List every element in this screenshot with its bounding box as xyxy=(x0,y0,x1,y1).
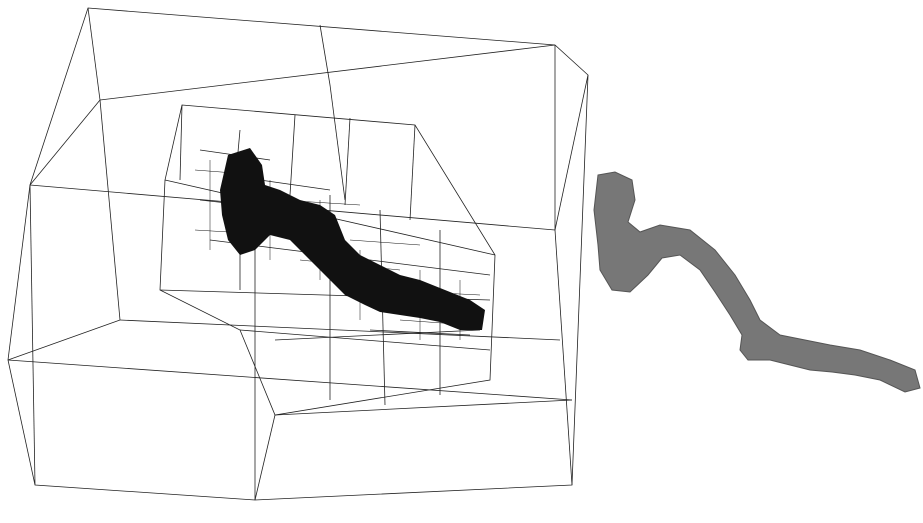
outer-cell xyxy=(7,7,589,501)
octree-wireframe xyxy=(7,7,589,501)
surface-mesh xyxy=(593,171,921,393)
point-cloud xyxy=(220,148,485,330)
